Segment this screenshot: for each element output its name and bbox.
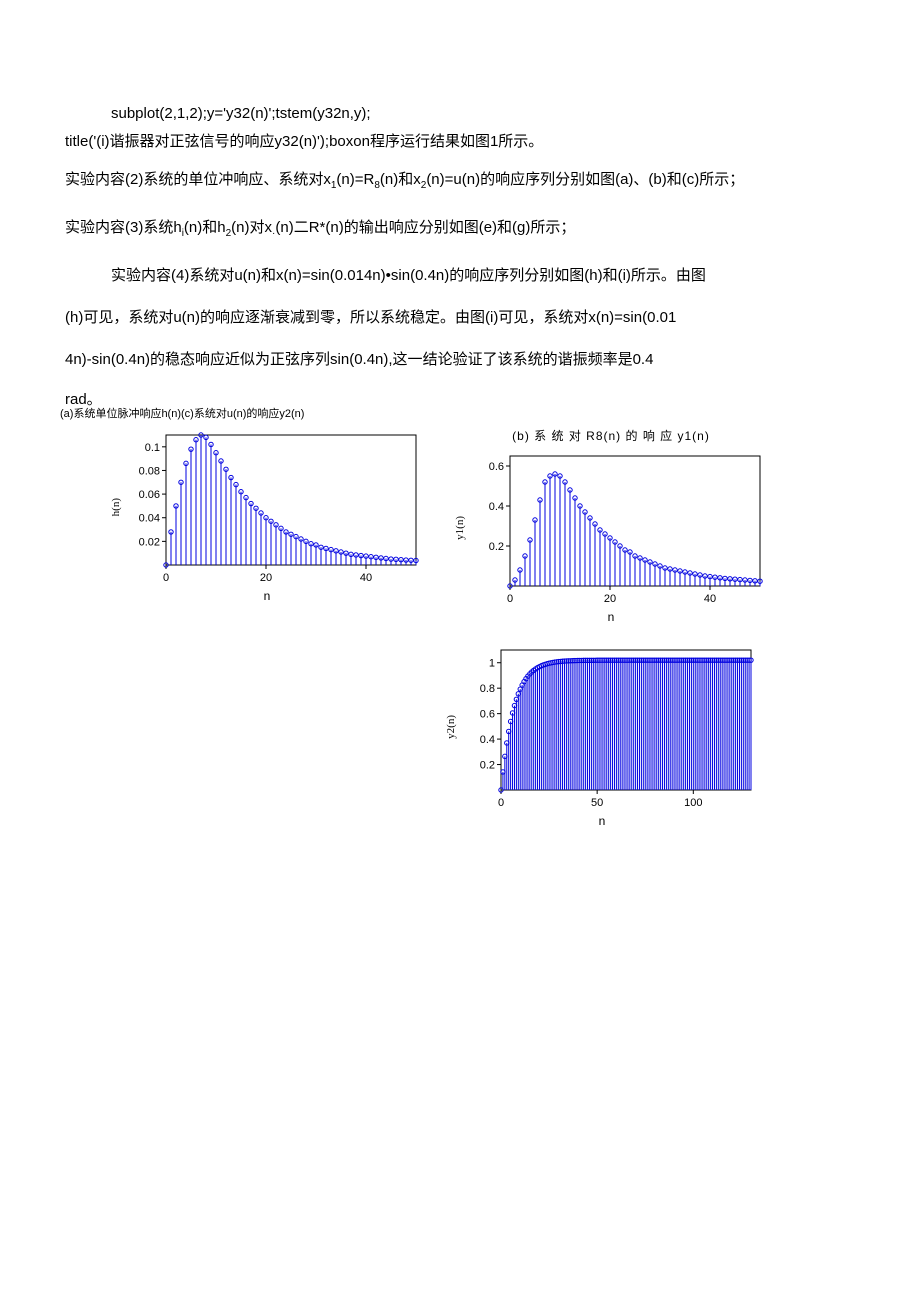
text: 实验内容(3)系统h xyxy=(65,219,182,236)
chart-a-xlabel: n xyxy=(264,589,271,603)
caption-ac: (a)系统单位脉冲响应h(n)(c)系统对u(n)的响应y2(n) xyxy=(60,405,304,421)
chart-b-svg: 0.2 0.4 0.6 0 20 40 xyxy=(468,448,768,608)
svg-text:0.06: 0.06 xyxy=(139,489,160,501)
svg-text:40: 40 xyxy=(704,593,716,605)
svg-text:0.4: 0.4 xyxy=(489,501,504,513)
svg-text:0.8: 0.8 xyxy=(480,683,495,695)
chart-b-title: (b) 系 统 对 R8(n) 的 响 应 y1(n) xyxy=(512,427,710,444)
paragraph-3: 实验内容(4)系统对u(n)和x(n)=sin(0.014n)•sin(0.4n… xyxy=(65,260,855,292)
svg-text:100: 100 xyxy=(684,797,702,809)
chart-c: y2(n) 0.2 0.4 0.6 0.8 1 0 50 100 n xyxy=(445,642,759,828)
charts-container: h(n) 0.02 0.04 0.06 0.08 0.1 0 20 40 n (b) 系 统 … xyxy=(65,427,855,828)
text: (n)=u(n)的响应序列分别如图(a)、(b)和(c)所示； xyxy=(426,171,744,188)
code-line-2: title('(i)谐振器对正弦信号的响应y32(n)');boxon程序运行结… xyxy=(65,130,855,154)
chart-a-svg: 0.02 0.04 0.06 0.08 0.1 0 20 40 xyxy=(124,427,424,587)
text: 实验内容(2)系统的单位冲响应、系统对x xyxy=(65,171,331,188)
svg-text:0: 0 xyxy=(498,797,504,809)
svg-text:20: 20 xyxy=(260,572,272,584)
svg-text:0.6: 0.6 xyxy=(489,461,504,473)
svg-text:0.02: 0.02 xyxy=(139,536,160,548)
paragraph-1: 实验内容(2)系统的单位冲响应、系统对x1(n)=R8(n)和x2(n)=u(n… xyxy=(65,164,855,202)
svg-text:0: 0 xyxy=(163,572,169,584)
chart-a: h(n) 0.02 0.04 0.06 0.08 0.1 0 20 40 n xyxy=(110,427,424,624)
svg-text:0.08: 0.08 xyxy=(139,465,160,477)
svg-text:20: 20 xyxy=(604,593,616,605)
svg-text:0.4: 0.4 xyxy=(480,734,495,746)
text: (n)和h xyxy=(184,219,226,236)
text: (n)对x xyxy=(231,219,272,236)
svg-text:0.1: 0.1 xyxy=(145,442,160,454)
chart-c-svg: 0.2 0.4 0.6 0.8 1 0 50 100 xyxy=(459,642,759,812)
paragraph-4: (h)可见，系统对u(n)的响应逐渐衰减到零，所以系统稳定。由图(i)可见，系统… xyxy=(65,302,855,334)
svg-text:0: 0 xyxy=(507,593,513,605)
svg-text:0.2: 0.2 xyxy=(480,760,495,772)
code-line-1: subplot(2,1,2);y='y32(n)';tstem(y32n,y); xyxy=(65,100,855,128)
text: (n)=R xyxy=(336,171,374,188)
svg-text:0.6: 0.6 xyxy=(480,709,495,721)
svg-text:0.04: 0.04 xyxy=(139,513,160,525)
svg-text:40: 40 xyxy=(360,572,372,584)
chart-a-ylabel: h(n) xyxy=(110,498,122,516)
svg-text:50: 50 xyxy=(591,797,603,809)
text: (n)二R*(n)的输出响应分别如图(e)和(g)所示； xyxy=(275,219,575,236)
svg-text:0.2: 0.2 xyxy=(489,541,504,553)
chart-c-ylabel: y2(n) xyxy=(445,715,457,739)
chart-b: (b) 系 统 对 R8(n) 的 响 应 y1(n) y1(n) 0.2 0.4… xyxy=(454,427,768,624)
text: (n)和x xyxy=(380,171,421,188)
svg-text:1: 1 xyxy=(489,658,495,670)
paragraph-5: 4n)-sin(0.4n)的稳态响应近似为正弦序列sin(0.4n),这一结论验… xyxy=(65,344,855,376)
paragraph-2: 实验内容(3)系统hi(n)和h2(n)对x·(n)二R*(n)的输出响应分别如… xyxy=(65,212,855,250)
chart-b-xlabel: n xyxy=(608,610,615,624)
chart-b-ylabel: y1(n) xyxy=(454,516,466,540)
chart-c-xlabel: n xyxy=(599,814,606,828)
